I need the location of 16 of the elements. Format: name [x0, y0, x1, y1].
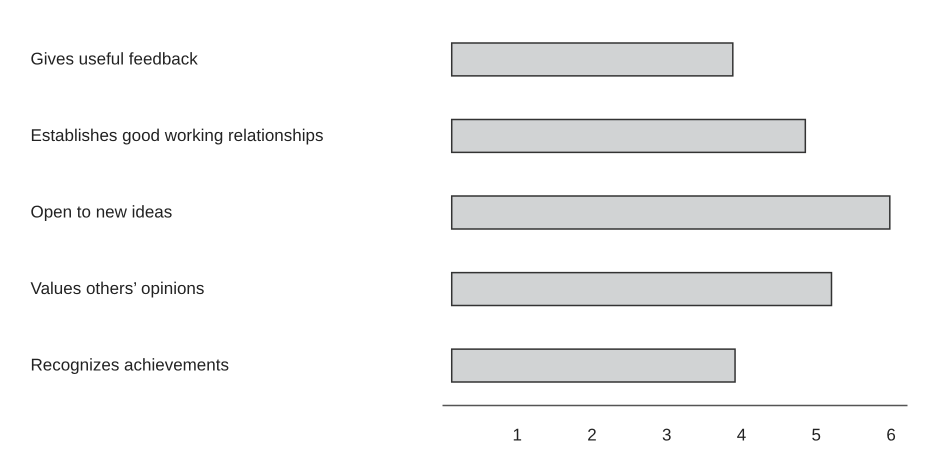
- y-tick-label: Recognizes achievements: [30, 356, 229, 375]
- bar: [450, 272, 832, 306]
- y-tick-label: Gives useful feedback: [30, 49, 198, 68]
- y-tick-label: Open to new ideas: [30, 202, 172, 222]
- x-tick-label: 6: [886, 426, 896, 444]
- y-tick-label: Establishes good working relationships: [30, 126, 324, 145]
- bar: [450, 195, 891, 230]
- bar: [450, 42, 734, 77]
- x-tick-label: 4: [736, 426, 746, 444]
- bar: [450, 118, 806, 154]
- x-tick-label: 2: [587, 426, 597, 444]
- x-tick-label: 1: [512, 426, 522, 444]
- y-tick-label: Values others’ opinions: [30, 279, 204, 298]
- x-tick-label: 5: [812, 426, 822, 444]
- x-tick-label: 3: [662, 426, 672, 444]
- bar: [450, 348, 736, 383]
